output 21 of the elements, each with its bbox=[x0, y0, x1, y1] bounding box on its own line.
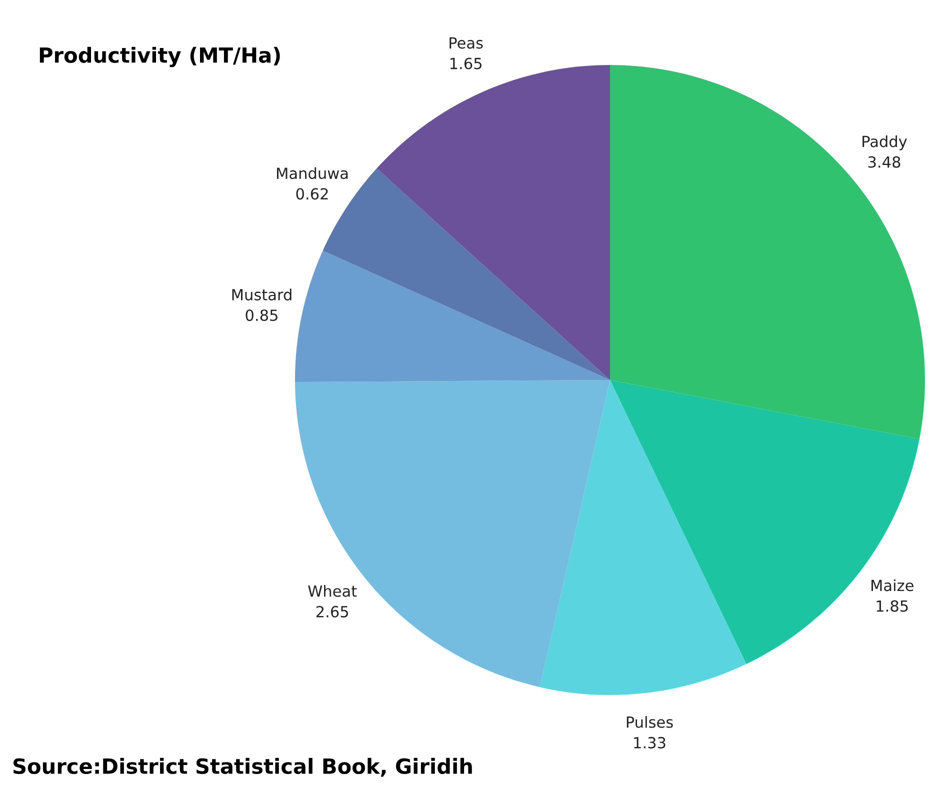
pie-slice bbox=[610, 380, 920, 664]
slice-label: Paddy bbox=[862, 135, 907, 150]
chart-title: Productivity (MT/Ha) bbox=[40, 46, 280, 68]
pie-slice bbox=[610, 65, 925, 439]
data-label: 2.65 bbox=[316, 606, 348, 618]
data-label: 0.62 bbox=[296, 188, 328, 200]
slice-label: Manduwa bbox=[277, 167, 348, 180]
data-label: 3.48 bbox=[868, 156, 900, 168]
slice-label: Peas bbox=[450, 37, 483, 49]
slice-label: Mustard bbox=[232, 288, 292, 300]
source-note: Source:District Statistical Book, Giridih bbox=[13, 758, 472, 777]
data-label: 0.85 bbox=[246, 309, 278, 322]
slice-label: Pulses bbox=[626, 716, 673, 728]
pie-slice bbox=[295, 250, 610, 382]
slice-label: Maize bbox=[871, 579, 914, 592]
data-label: 1.85 bbox=[876, 600, 908, 612]
slice-label: Wheat bbox=[308, 585, 357, 597]
data-label: 1.65 bbox=[450, 58, 482, 70]
data-label: 1.33 bbox=[634, 736, 666, 748]
pie-slice bbox=[295, 380, 610, 688]
pie-slice bbox=[540, 380, 746, 695]
